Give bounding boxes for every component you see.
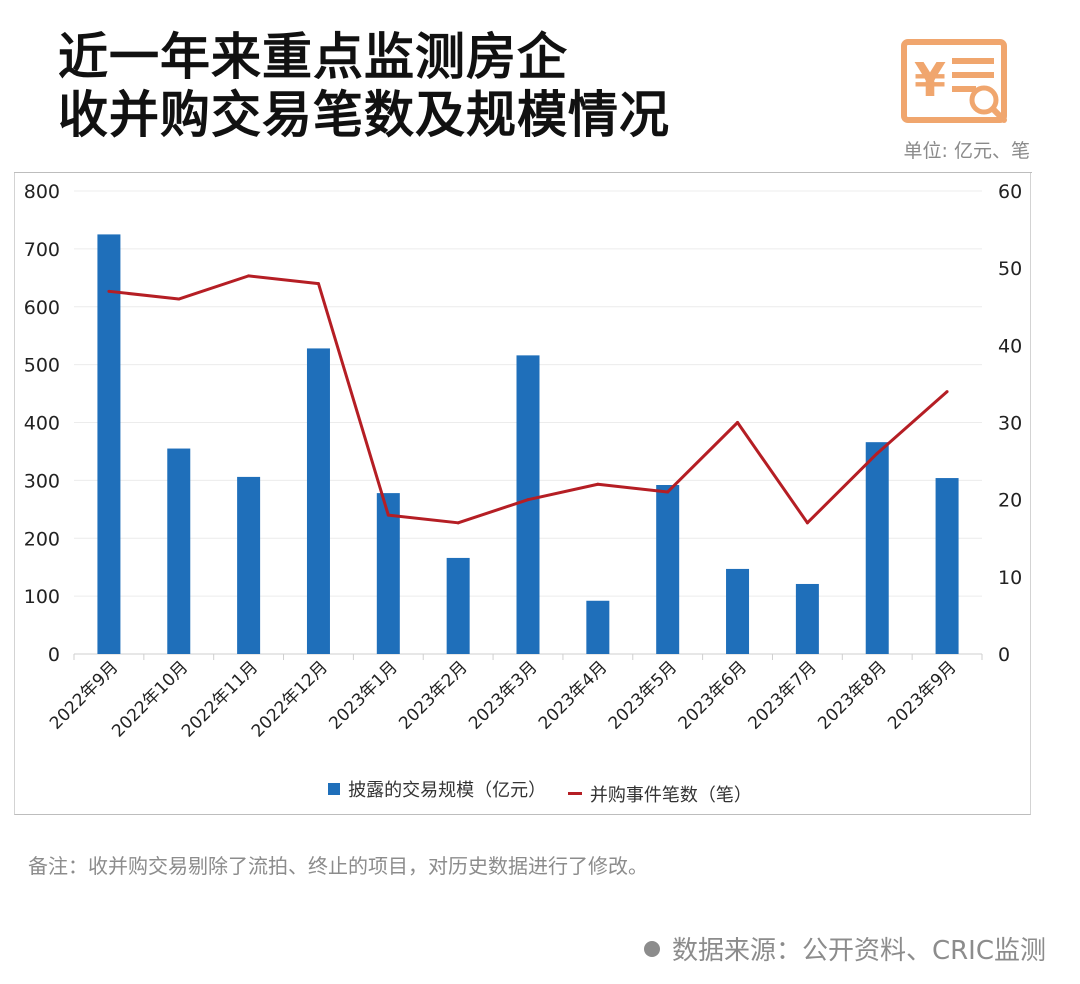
legend-item-line: 并购事件笔数（笔） — [567, 781, 752, 807]
x-tick-label: 2023年1月 — [325, 657, 401, 733]
chart-frame — [14, 173, 1031, 815]
y-right-tick-label: 60 — [998, 181, 1022, 203]
bar — [376, 493, 400, 654]
bullet-dot-icon — [643, 940, 660, 957]
bar — [935, 478, 959, 654]
y-right-tick-label: 10 — [998, 567, 1022, 589]
receipt-search-icon: ¥ — [901, 39, 1007, 123]
y-left-tick-label: 400 — [24, 413, 60, 435]
bar — [516, 355, 540, 654]
line-point — [526, 498, 530, 502]
y-right-tick-label: 40 — [998, 335, 1022, 357]
y-left-tick-label: 200 — [24, 528, 60, 550]
y-right-tick-label: 50 — [998, 258, 1022, 280]
x-tick-label: 2023年3月 — [465, 657, 541, 733]
bar — [446, 557, 470, 654]
legend-label-line: 并购事件笔数（笔） — [589, 784, 752, 806]
bar — [726, 568, 750, 654]
line-point — [107, 289, 111, 293]
legend-swatch-bar — [328, 783, 341, 795]
svg-text:¥: ¥ — [914, 53, 946, 107]
bar — [795, 583, 819, 654]
bar — [865, 442, 889, 654]
x-tick-label: 2023年9月 — [884, 657, 960, 733]
source-text: 数据来源：公开资料、CRIC监测 — [671, 936, 1046, 966]
top-divider — [14, 172, 1032, 173]
unit-label: 单位: 亿元、笔 — [903, 140, 1030, 162]
line-point — [945, 390, 949, 394]
line-point — [177, 297, 181, 301]
x-tick-label: 2023年4月 — [535, 657, 611, 733]
legend-swatch-line — [567, 792, 582, 795]
y-left-tick-label: 500 — [24, 355, 60, 377]
line-point — [805, 521, 809, 525]
title-line-1: 近一年来重点监测房企 — [58, 28, 568, 86]
bar — [586, 600, 610, 654]
line-point — [247, 274, 251, 278]
y-left-tick-label: 100 — [24, 586, 60, 608]
legend-label-bars: 披露的交易规模（亿元） — [348, 780, 547, 801]
line-point — [386, 513, 390, 517]
line-point — [596, 482, 600, 486]
x-tick-label: 2023年5月 — [605, 657, 681, 733]
bar — [306, 348, 330, 654]
line-point — [736, 421, 740, 424]
bar — [237, 476, 261, 654]
y-right-tick-label: 30 — [998, 413, 1022, 435]
y-right-tick-label: 0 — [998, 644, 1010, 666]
bar — [97, 234, 121, 654]
bar — [167, 448, 191, 654]
x-tick-label: 2023年2月 — [395, 657, 471, 733]
line-point — [316, 282, 320, 286]
source-line: 数据来源：公开资料、CRIC监测 — [643, 930, 1046, 967]
line-point — [875, 451, 879, 455]
y-left-tick-label: 300 — [24, 470, 60, 492]
y-left-tick-label: 600 — [24, 297, 60, 319]
x-tick-label: 2023年7月 — [744, 657, 820, 733]
chart-title: 近一年来重点监测房企 收并购交易笔数及规模情况 — [58, 28, 670, 144]
x-tick-label: 2022年9月 — [46, 657, 122, 733]
x-tick-label: 2023年8月 — [814, 657, 890, 733]
footnote: 备注：收并购交易剔除了流拍、终止的项目，对历史数据进行了修改。 — [28, 854, 648, 878]
y-left-tick-label: 800 — [24, 181, 60, 203]
legend-item-bars: 披露的交易规模（亿元） — [328, 776, 546, 802]
y-left-tick-label: 700 — [24, 239, 60, 261]
line-point — [666, 490, 670, 494]
line-point — [456, 521, 460, 525]
y-right-tick-label: 20 — [998, 490, 1022, 512]
bar — [656, 485, 680, 654]
y-left-tick-label: 0 — [48, 644, 60, 666]
x-tick-label: 2023年6月 — [675, 657, 751, 733]
chart-legend: 披露的交易规模（亿元） 并购事件笔数（笔） — [0, 776, 1080, 807]
title-line-2: 收并购交易笔数及规模情况 — [58, 86, 670, 144]
